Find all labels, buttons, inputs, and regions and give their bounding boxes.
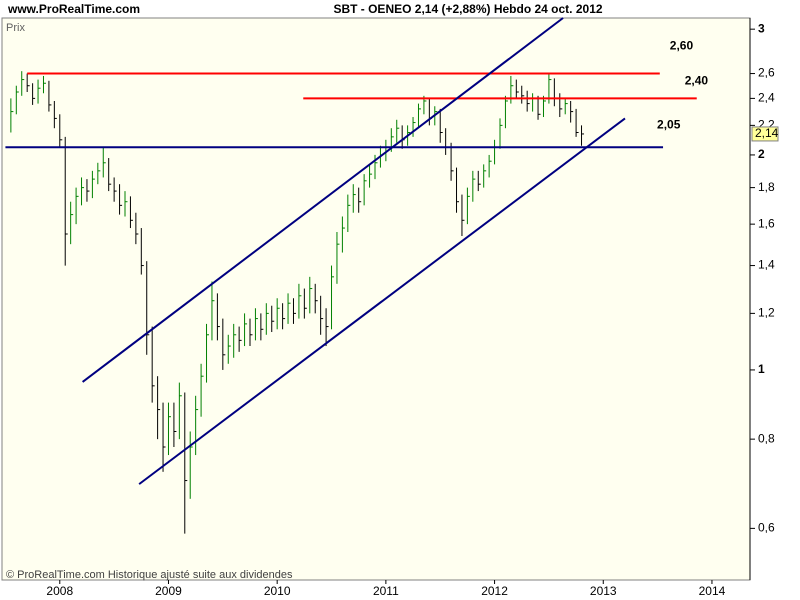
plot-area <box>1 17 751 581</box>
y-tick-label: 1,4 <box>758 258 775 272</box>
y-tick-label: 1,6 <box>758 216 775 230</box>
x-tick-label: 2009 <box>155 584 182 598</box>
footer-note: © ProRealTime.com Historique ajusté suit… <box>6 569 293 581</box>
y-tick-label: 2,4 <box>758 91 775 105</box>
level-label: 2,60 <box>670 39 694 53</box>
y-axis-label: Prix <box>6 22 25 34</box>
x-tick-label: 2008 <box>46 584 73 598</box>
y-tick-label: 1,2 <box>758 306 775 320</box>
x-tick-label: 2014 <box>699 584 726 598</box>
y-tick-label: 1,8 <box>758 180 775 194</box>
y-tick-label: 3 <box>758 21 765 35</box>
level-label: 2,40 <box>685 74 709 88</box>
x-tick-label: 2011 <box>373 584 399 598</box>
channel-line <box>138 117 626 485</box>
x-tick-label: 2013 <box>590 584 617 598</box>
y-tick-label: 2 <box>758 147 765 161</box>
y-tick-label: 0,8 <box>758 431 775 445</box>
y-tick-label: 1 <box>758 362 765 376</box>
chart-title: SBT - OENEO 2,14 (+2,88%) Hebdo 24 oct. … <box>333 2 602 16</box>
x-tick-label: 2012 <box>481 584 508 598</box>
last-price-label: 2,14 <box>755 126 779 140</box>
site-name: www.ProRealTime.com <box>7 2 140 16</box>
x-tick-label: 2010 <box>264 584 291 598</box>
y-tick-label: 0,6 <box>758 521 775 535</box>
y-tick-label: 2,6 <box>758 66 775 80</box>
last-price-box <box>751 126 779 142</box>
level-label: 2,05 <box>657 117 681 131</box>
channel-line <box>82 17 564 383</box>
